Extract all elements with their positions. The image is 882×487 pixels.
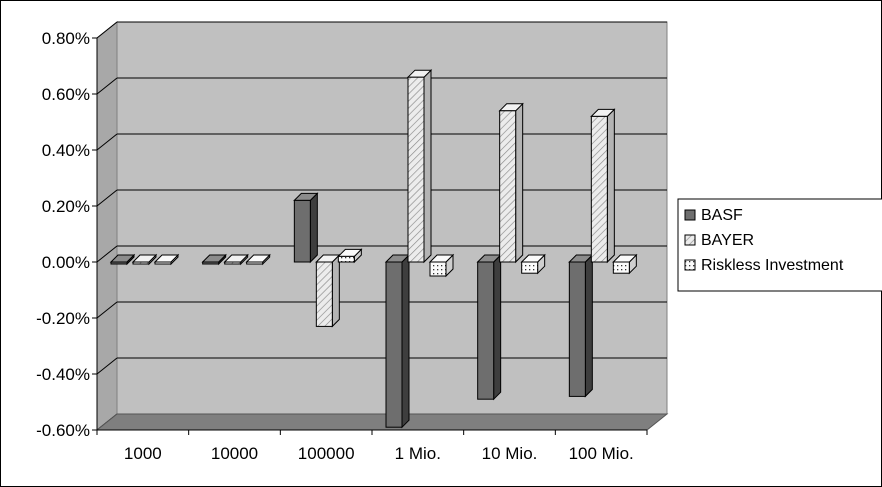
x-tick-label: 1000	[124, 444, 162, 463]
legend-label-basf: BASF	[701, 207, 743, 224]
bar-side	[309, 192, 318, 264]
bar-front	[477, 261, 495, 400]
gridline	[96, 77, 118, 95]
bar-basf-100-mio	[568, 253, 594, 398]
bar-front	[315, 261, 333, 327]
legend-label-riskless-investment: Riskless Investment	[701, 257, 844, 274]
bar-front	[385, 261, 403, 428]
x-tick-label: 100 Mio.	[569, 444, 634, 463]
x-tick-label: 10 Mio.	[482, 444, 538, 463]
bar-front	[246, 261, 264, 265]
legend-swatch-basf	[684, 209, 696, 221]
bar-front	[407, 76, 425, 263]
y-tick-label: 0.20%	[42, 197, 90, 216]
bar-front	[154, 261, 172, 265]
bar-riskless-investment-1-mio	[428, 253, 455, 278]
bar-riskless-investment-10-mio	[520, 253, 546, 275]
bar-bayer-100000	[315, 253, 341, 328]
y-tick-label: 0.40%	[42, 141, 90, 160]
bar-bayer-100-mio	[590, 108, 616, 264]
gridline	[96, 357, 118, 375]
legend-box	[677, 198, 882, 292]
bar-side	[401, 253, 410, 429]
bar-front	[521, 261, 539, 274]
bar-basf-1000	[109, 253, 136, 266]
bar-side	[584, 253, 593, 398]
bar-riskless-investment-1000	[153, 253, 180, 266]
y-tick-label: -0.60%	[36, 421, 90, 440]
x-tick-label: 1 Mio.	[395, 444, 441, 463]
bar-front	[568, 261, 586, 397]
gridline	[96, 21, 118, 39]
plot-floor	[95, 413, 669, 431]
gridline	[96, 189, 118, 207]
gridline	[96, 133, 118, 151]
bar-bayer-10000	[223, 253, 249, 266]
bar-front	[132, 261, 150, 265]
y-tick-label: -0.20%	[36, 309, 90, 328]
plot-side-wall	[96, 20, 118, 432]
bar-bayer-1-mio	[406, 68, 433, 264]
y-tick-label: 0.60%	[42, 85, 90, 104]
bar-side	[606, 108, 615, 264]
bar-side	[493, 253, 502, 401]
bar-front	[224, 261, 242, 265]
bar-side	[423, 68, 432, 264]
gridline	[96, 301, 118, 319]
gridline	[96, 245, 118, 263]
x-tick-label: 10000	[211, 444, 258, 463]
bar-riskless-investment-100-mio	[612, 253, 638, 275]
bar-front	[110, 261, 128, 265]
x-tick-label: 100000	[298, 444, 355, 463]
bar-basf-100000	[293, 192, 319, 264]
bar-riskless-investment-100000	[337, 248, 363, 264]
bar-bayer-10-mio	[498, 102, 524, 264]
legend-swatch-bayer	[684, 234, 696, 246]
bar-side	[331, 253, 340, 328]
legend: BASF BAYER Riskless Investment	[677, 198, 882, 292]
legend-label-bayer: BAYER	[701, 232, 754, 249]
bar-riskless-investment-10000	[245, 253, 271, 266]
y-tick-label: -0.40%	[36, 365, 90, 384]
bar-basf-10-mio	[476, 253, 502, 401]
bar-basf-1-mio	[384, 253, 411, 429]
bar-front	[612, 261, 630, 274]
bar-basf-10000	[201, 253, 227, 266]
bar-front	[293, 199, 311, 263]
bar-side	[515, 102, 524, 264]
bar-bayer-1000	[131, 253, 158, 266]
legend-swatch-riskless-investment	[684, 259, 696, 271]
bar-front	[429, 261, 447, 277]
y-tick-label: 0.00%	[42, 253, 90, 272]
bar-front	[590, 115, 608, 263]
bar-front	[337, 255, 355, 263]
bar-front	[202, 261, 220, 265]
y-tick-label: 0.80%	[42, 29, 90, 48]
bar-front	[499, 110, 517, 263]
